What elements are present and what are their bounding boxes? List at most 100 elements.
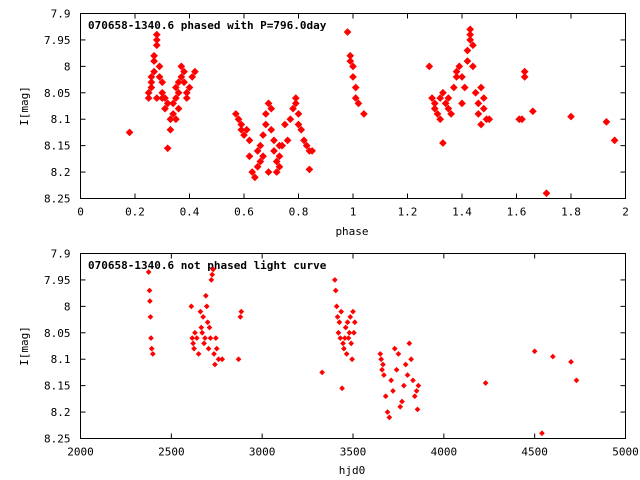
data-point [573,377,580,384]
data-point [466,36,475,44]
data-point [245,136,254,145]
data-point [161,94,169,102]
data-point [177,62,186,71]
x-tick-label: 1.8 [561,206,581,219]
data-point [463,57,472,65]
data-point [436,94,445,102]
data-point [430,104,439,113]
data-point [163,99,172,108]
y-tick-label: 7.95 [44,34,71,47]
data-point [238,308,245,315]
data-point [349,73,357,81]
data-point [404,372,411,378]
data-point [275,152,284,161]
x-tick-label: 1.4 [452,206,472,219]
data-point [174,88,183,97]
data-point [377,351,384,357]
data-point [172,94,180,102]
plot-frame-unphased [80,253,626,439]
data-point [343,28,352,36]
data-point [219,356,226,363]
data-point [150,57,158,65]
data-point [332,287,339,294]
y-tick-label: 8.25 [44,193,71,206]
data-point [206,324,213,331]
data-point [354,99,363,108]
data-point [169,110,177,118]
data-point [152,94,161,102]
data-point [150,67,158,76]
data-point [237,314,244,320]
data-point [452,73,461,81]
x-ticks-phased: 0 0.2 0.4 0.6 0.8 1 1.2 1.4 1.6 1.8 2 [77,13,629,219]
data-point [234,115,243,124]
data-point [267,104,276,113]
data-point [384,409,391,415]
x-tick-label: 5000 [612,446,639,459]
data-point [411,393,418,400]
data-point [351,83,360,92]
data-point [485,115,494,124]
data-point [297,125,306,134]
data-point [182,94,191,102]
data-point [439,88,447,97]
data-point [253,162,262,171]
data-point [213,345,220,352]
x-tick-label: 4000 [431,446,458,459]
data-point [237,125,246,134]
data-point [207,335,214,341]
data-point [447,110,455,118]
data-point [452,67,461,76]
data-point [397,403,404,410]
data-point [455,62,464,71]
data-point [149,351,156,357]
data-point [568,359,574,365]
data-point [251,173,259,182]
data-point [272,168,281,176]
data-point [147,314,154,320]
data-point [294,110,303,118]
data-point [189,335,196,341]
data-point [163,144,172,153]
x-tick-label: 3500 [340,446,367,459]
data-point [337,335,344,341]
data-point [466,30,475,39]
data-point [199,329,206,336]
data-point [471,88,480,97]
data-point [264,99,273,108]
data-point [529,107,537,116]
data-point [360,110,368,118]
data-point [188,73,197,81]
data-point [308,147,316,155]
data-point [415,382,422,389]
x-tick-label: 0.2 [125,206,145,219]
data-point [166,115,175,124]
data-point [275,162,284,171]
plot-frame-phased [80,13,626,199]
data-point [410,377,416,384]
data-point [203,292,209,299]
x-axis-label-unphased: hjd0 [339,464,366,477]
data-point [235,356,242,363]
data-point [441,99,450,108]
data-point [215,356,222,363]
data-point [340,340,346,347]
data-point [169,99,177,108]
y-tick-label: 8.2 [51,406,71,419]
data-point [302,141,311,150]
data-point [190,340,196,347]
x-tick-label: 1 [350,206,357,219]
x-tick-label: 2 [622,206,629,219]
x-tick-label: 3000 [249,446,276,459]
data-point [300,136,308,145]
chart-title-unphased: 070658-1340.6 not phased light curve [88,259,327,272]
data-point [289,104,297,113]
data-point [172,115,180,124]
data-point [381,372,387,378]
y-tick-label: 8 [64,60,71,73]
data-point [479,94,488,102]
data-point [144,94,153,102]
data-point [275,141,284,150]
x-tick-label: 0.4 [180,206,200,219]
chart-title-phased: 070658-1340.6 phased with P=796.0day [88,19,327,32]
